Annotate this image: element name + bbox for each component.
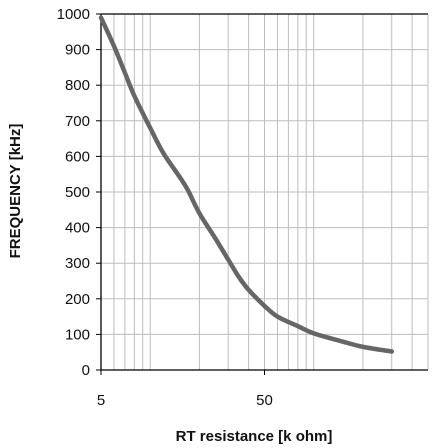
series-line-0 bbox=[98, 15, 394, 354]
y-tick-label-300: 300 bbox=[65, 255, 90, 272]
x-tick-label-50: 50 bbox=[256, 392, 273, 409]
y-tick-label-900: 900 bbox=[65, 42, 90, 59]
y-tick-label-0: 0 bbox=[82, 362, 90, 379]
y-tick-label-1000: 1000 bbox=[57, 6, 90, 23]
y-tick-labels: 0 100 200 300 400 500 600 700 800 900 1000 bbox=[57, 6, 90, 379]
plot-frame bbox=[96, 13, 428, 375]
y-tick-label-500: 500 bbox=[65, 184, 90, 201]
x-axis-title: RT resistance [k ohm] bbox=[176, 428, 333, 445]
y-axis-title: FREQUENCY [kHz] bbox=[7, 124, 24, 259]
y-tick-label-700: 700 bbox=[65, 113, 90, 130]
y-tick-label-600: 600 bbox=[65, 148, 90, 165]
x-tick-label-5: 5 bbox=[97, 392, 105, 409]
y-tick-label-200: 200 bbox=[65, 291, 90, 308]
grid bbox=[100, 13, 429, 371]
y-tick-label-100: 100 bbox=[65, 326, 90, 343]
y-tick-label-400: 400 bbox=[65, 220, 90, 237]
y-tick-label-800: 800 bbox=[65, 77, 90, 94]
x-tick-labels: 5 50 bbox=[97, 392, 273, 409]
series-group bbox=[98, 15, 394, 354]
